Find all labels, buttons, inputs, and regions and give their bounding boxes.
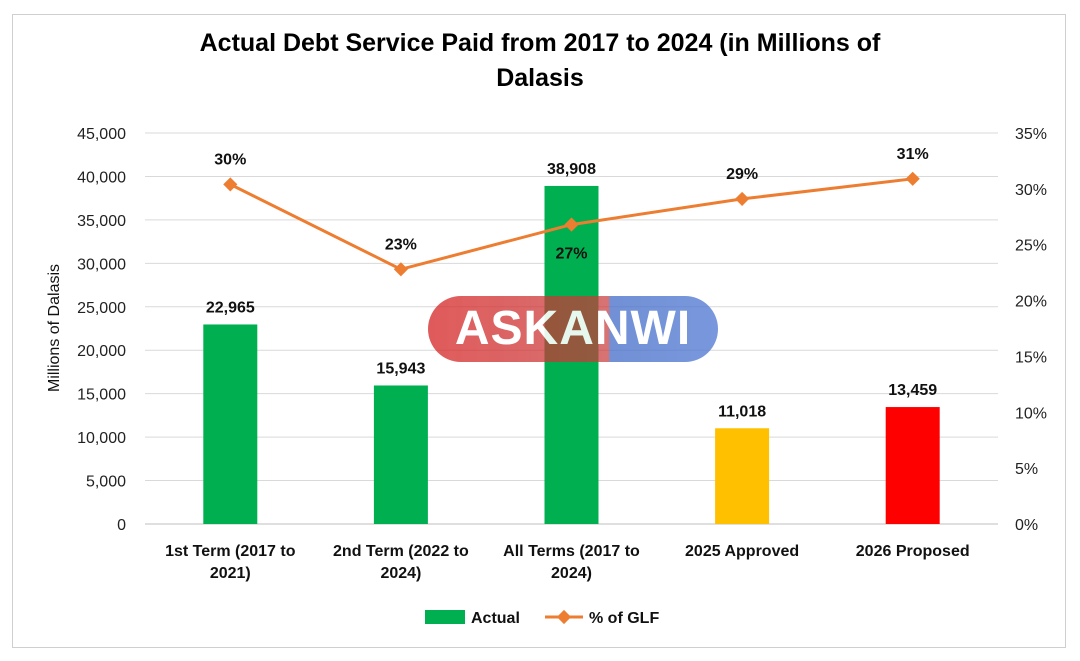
- line-series: [223, 171, 920, 277]
- y-tick-label: 45,000: [77, 126, 126, 143]
- y-tick-label: 30,000: [77, 256, 126, 273]
- y-axis-ticks: 0 5,000 10,000 15,000 20,000 25,000 30,000 35,0…: [77, 126, 126, 534]
- y-axis-label: Millions of Dalasis: [46, 264, 63, 392]
- category-labels: 1st Term (2017 to 2021)2nd Term (2022 to 2…: [165, 543, 970, 582]
- y2-tick-label: 15%: [1015, 349, 1047, 366]
- bar-value-label: 38,908: [547, 161, 596, 178]
- legend-actual-label: Actual: [471, 610, 520, 627]
- bar-5: [885, 407, 940, 524]
- y2-tick-label: 25%: [1015, 238, 1047, 255]
- category-label-line: All Terms (2017 to: [503, 543, 640, 560]
- y2-tick-label: 10%: [1015, 405, 1047, 422]
- bar-2: [373, 385, 428, 524]
- y2-tick-label: 0%: [1015, 517, 1038, 534]
- y2-axis-ticks: 0% 5% 10% 15% 20% 25% 30% 35%: [1015, 126, 1047, 534]
- glf-value-label: 31%: [897, 146, 929, 163]
- bar-4: [715, 428, 770, 524]
- chart-title: Actual Debt Service Paid from 2017 to 20…: [0, 26, 1080, 96]
- y-tick-label: 0: [117, 517, 126, 534]
- bar-value-label: 11,018: [718, 403, 766, 420]
- glf-value-label: 30%: [214, 151, 246, 168]
- y-tick-label: 40,000: [77, 169, 126, 186]
- bar-value-label: 15,943: [376, 360, 425, 377]
- category-label-line: 2025 Approved: [685, 543, 799, 560]
- category-label-line: 1st Term (2017 to: [165, 543, 296, 560]
- category-label-line: 2024): [551, 565, 592, 582]
- category-label-line: 2026 Proposed: [856, 543, 970, 560]
- bar-value-label: 22,965: [206, 299, 255, 316]
- y-tick-label: 35,000: [77, 213, 126, 230]
- y2-tick-label: 5%: [1015, 461, 1038, 478]
- glf-marker: [564, 217, 579, 232]
- legend-glf-marker: [556, 609, 572, 625]
- y-tick-label: 20,000: [77, 343, 126, 360]
- legend-glf-label: % of GLF: [589, 610, 659, 627]
- y-tick-label: 15,000: [77, 387, 126, 404]
- category-label: All Terms (2017 to 2024): [503, 543, 640, 582]
- y-tick-label: 25,000: [77, 300, 126, 317]
- bar-value-label: 13,459: [888, 382, 937, 399]
- legend: Actual % of GLF: [425, 609, 659, 627]
- chart-title-line-1: Actual Debt Service Paid from 2017 to 20…: [199, 29, 881, 57]
- category-label: 2025 Approved: [685, 543, 799, 560]
- category-label-line: 2nd Term (2022 to: [333, 543, 469, 560]
- category-label-line: 2024): [380, 565, 421, 582]
- y-tick-label: 5,000: [86, 474, 126, 491]
- y2-tick-label: 20%: [1015, 294, 1047, 311]
- data-labels: 22,965 15,943 38,908 11,018 13,459 30% 23% 27% 2…: [206, 146, 937, 420]
- legend-actual-swatch: [425, 610, 465, 624]
- askanwi-watermark: ASKANWI: [428, 296, 718, 362]
- glf-value-label: 27%: [555, 246, 587, 263]
- glf-value-label: 29%: [726, 166, 758, 183]
- category-label: 2nd Term (2022 to 2024): [333, 543, 469, 582]
- glf-marker: [223, 177, 238, 192]
- y2-tick-label: 30%: [1015, 182, 1047, 199]
- category-label: 1st Term (2017 to 2021): [165, 543, 296, 582]
- y2-tick-label: 35%: [1015, 126, 1047, 143]
- category-label-line: 2021): [210, 565, 251, 582]
- glf-marker: [905, 171, 920, 186]
- bar-1: [203, 324, 258, 524]
- y-tick-label: 10,000: [77, 430, 126, 447]
- glf-marker: [735, 191, 750, 206]
- chart-title-line-2: Dalasis: [496, 64, 584, 92]
- glf-marker: [393, 262, 408, 277]
- glf-value-label: 23%: [385, 236, 417, 253]
- category-label: 2026 Proposed: [856, 543, 970, 560]
